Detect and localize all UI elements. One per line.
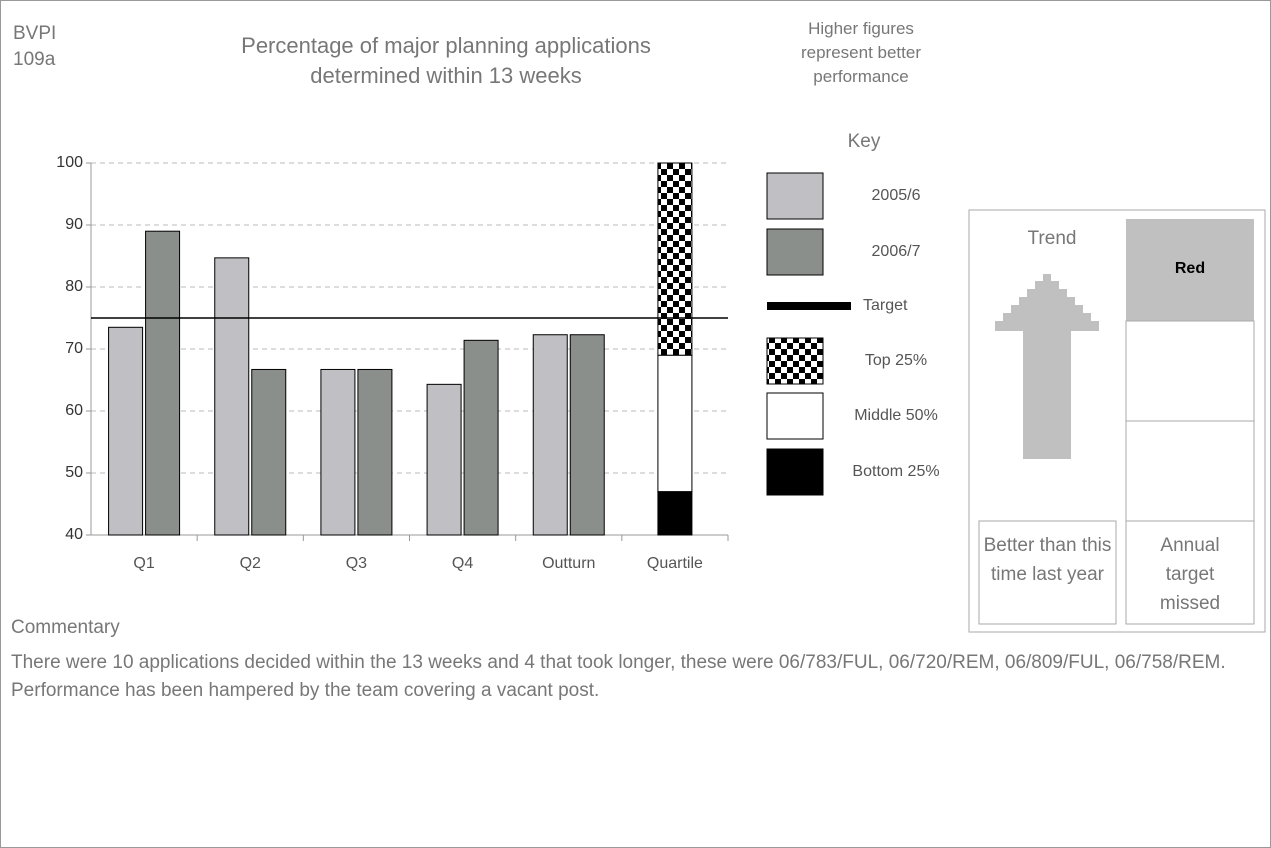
bar: [214, 257, 250, 536]
status-cell: [1126, 219, 1254, 321]
bar: [569, 334, 605, 536]
y-tick-label: 50: [65, 464, 83, 481]
y-tick-label: 40: [65, 526, 83, 543]
x-tick-label: Q2: [240, 555, 261, 572]
legend-swatch: [766, 392, 824, 440]
legend-label: 2005/6: [872, 187, 921, 204]
legend-label: Top 25%: [865, 352, 927, 369]
bar: [320, 368, 356, 536]
bar: [426, 383, 462, 536]
commentary-heading: Commentary: [11, 617, 120, 638]
legend-label: Middle 50%: [854, 407, 938, 424]
bar: [145, 230, 181, 536]
y-tick-label: 90: [65, 216, 83, 233]
status-cell: [1125, 420, 1255, 522]
bar: [532, 334, 568, 536]
status-label: Red: [1175, 260, 1205, 277]
bar: [357, 368, 393, 536]
legend-swatch: [766, 337, 824, 385]
stack-segment: [657, 354, 693, 493]
commentary-text: There were 10 applications decided withi…: [11, 652, 1226, 701]
y-tick-label: 70: [65, 340, 83, 357]
legend-swatch: [767, 302, 851, 310]
x-tick-label: Q1: [133, 555, 154, 572]
chart-title: Percentage of major planning application…: [241, 33, 651, 88]
legend-title: Key: [848, 131, 881, 152]
stack-segment: [657, 162, 693, 356]
legend-swatch: [766, 172, 824, 220]
legend-swatch: [766, 448, 824, 496]
trend-arrow: [995, 274, 1099, 459]
y-tick-label: 80: [65, 278, 83, 295]
trend-text-box: [978, 520, 1117, 625]
indicator-code: BVPI 109a: [13, 23, 57, 70]
trend-label: Trend: [1028, 228, 1077, 249]
legend-label: Bottom 25%: [852, 463, 939, 480]
bar: [251, 368, 287, 536]
x-tick-label: Q4: [452, 555, 473, 572]
target-text-box: [1125, 520, 1255, 625]
stack-segment: [657, 491, 693, 536]
note: Higher figures represent better performa…: [800, 19, 921, 86]
bar: [108, 326, 144, 536]
y-tick-label: 100: [56, 154, 83, 171]
target-text: Annual target missed: [1159, 535, 1221, 614]
x-tick-label: Quartile: [647, 555, 703, 572]
bar: [463, 339, 499, 536]
legend-swatch: [766, 228, 824, 276]
status-cell: [1125, 320, 1255, 422]
x-tick-label: Outturn: [542, 555, 595, 572]
legend-label: 2006/7: [872, 243, 921, 260]
legend-label: Target: [863, 297, 908, 314]
y-tick-label: 60: [65, 402, 83, 419]
x-tick-label: Q3: [346, 555, 367, 572]
trend-text: Better than this time last year: [983, 535, 1112, 585]
